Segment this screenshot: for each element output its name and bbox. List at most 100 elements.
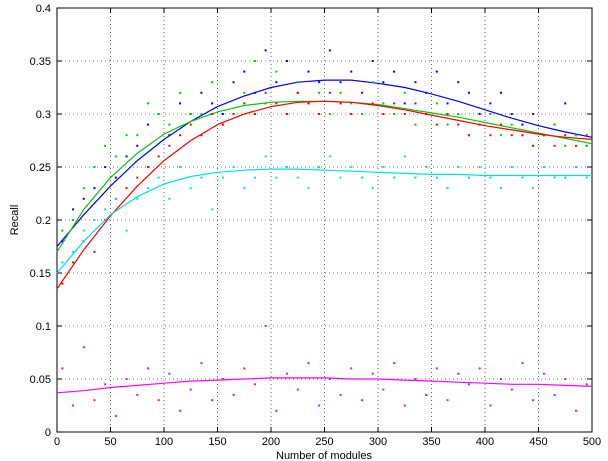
data-point: [360, 176, 363, 179]
data-point: [574, 166, 577, 168]
data-point: [318, 81, 321, 84]
series-3: [56, 91, 593, 290]
data-point: [243, 70, 246, 73]
data-point: [532, 187, 535, 190]
data-point: [61, 229, 64, 232]
data-point: [136, 134, 139, 137]
x-tick-label: 150: [208, 436, 226, 448]
data-point: [489, 134, 492, 137]
data-point: [296, 388, 299, 391]
data-point: [318, 113, 321, 115]
data-point: [157, 113, 160, 115]
data-point: [61, 261, 64, 264]
data-point: [350, 113, 353, 115]
data-point: [339, 102, 342, 105]
data-point: [200, 176, 203, 179]
data-point: [253, 113, 256, 115]
x-tick-label: 0: [54, 436, 60, 448]
data-point: [104, 208, 107, 211]
data-point: [200, 91, 203, 94]
data-point: [93, 399, 96, 402]
data-point: [403, 155, 406, 158]
data-point: [328, 378, 331, 380]
data-point: [435, 123, 438, 126]
data-point: [318, 404, 321, 407]
data-point: [125, 378, 128, 380]
data-point: [585, 134, 588, 137]
data-point: [339, 81, 342, 84]
data-point: [489, 113, 492, 115]
data-point: [328, 155, 331, 158]
data-point: [510, 388, 513, 391]
data-point: [446, 113, 449, 115]
data-point: [221, 378, 224, 380]
data-point: [211, 102, 214, 105]
data-point: [350, 102, 353, 105]
data-point: [146, 166, 149, 168]
data-point: [61, 367, 64, 370]
data-point: [221, 176, 224, 179]
data-point: [393, 102, 396, 105]
data-point: [307, 362, 310, 365]
data-point: [371, 60, 374, 62]
x-ticks: 0 50 100 150 200 250 300 350 400 450 500: [54, 8, 601, 448]
x-tick-label: 200: [262, 436, 280, 448]
data-point: [211, 81, 214, 84]
data-point: [532, 113, 535, 115]
x-tick-label: 300: [369, 436, 387, 448]
data-point: [542, 166, 545, 168]
data-point: [532, 144, 535, 147]
data-point: [82, 197, 85, 200]
data-point: [446, 187, 449, 190]
data-point: [82, 346, 85, 349]
x-tick-label: 450: [529, 436, 547, 448]
data-point: [93, 166, 96, 168]
data-point: [553, 144, 556, 147]
data-point: [72, 261, 75, 264]
x-tick-label: 500: [583, 436, 601, 448]
fit-line: [56, 168, 592, 274]
data-point: [478, 367, 481, 370]
data-point: [532, 399, 535, 402]
x-tick-label: 100: [155, 436, 173, 448]
data-point: [253, 176, 256, 179]
data-point: [350, 367, 353, 370]
data-point: [414, 123, 417, 126]
data-point: [414, 81, 417, 84]
x-tick-label: 50: [104, 436, 116, 448]
data-point: [168, 123, 171, 126]
data-point: [93, 219, 96, 221]
data-point: [339, 176, 342, 179]
data-point: [510, 123, 513, 126]
data-point: [350, 70, 353, 73]
data-point: [467, 383, 470, 386]
data-point: [221, 113, 224, 115]
x-tick-label: 350: [422, 436, 440, 448]
y-tick-label: 0.35: [30, 56, 51, 68]
y-tick-label: 0.05: [30, 374, 51, 386]
y-tick-label: 0.15: [30, 268, 51, 280]
data-point: [553, 123, 556, 126]
data-point: [264, 155, 267, 158]
data-point: [318, 91, 321, 94]
data-point: [467, 134, 470, 137]
data-point: [521, 176, 524, 179]
fit-line: [56, 100, 593, 290]
data-point: [382, 113, 385, 115]
data-point: [114, 415, 117, 418]
x-tick-label: 250: [315, 436, 333, 448]
data-point: [457, 81, 460, 84]
data-point: [211, 113, 214, 115]
data-point: [382, 81, 385, 84]
data-point: [467, 91, 470, 94]
data-point: [243, 367, 246, 370]
data-point: [435, 102, 438, 105]
data-point: [232, 393, 235, 396]
data-point: [500, 378, 503, 380]
data-point: [286, 166, 289, 168]
data-point: [61, 282, 64, 285]
data-point: [61, 240, 64, 243]
data-point: [232, 113, 235, 115]
series-5: [56, 325, 593, 418]
data-point: [243, 187, 246, 190]
